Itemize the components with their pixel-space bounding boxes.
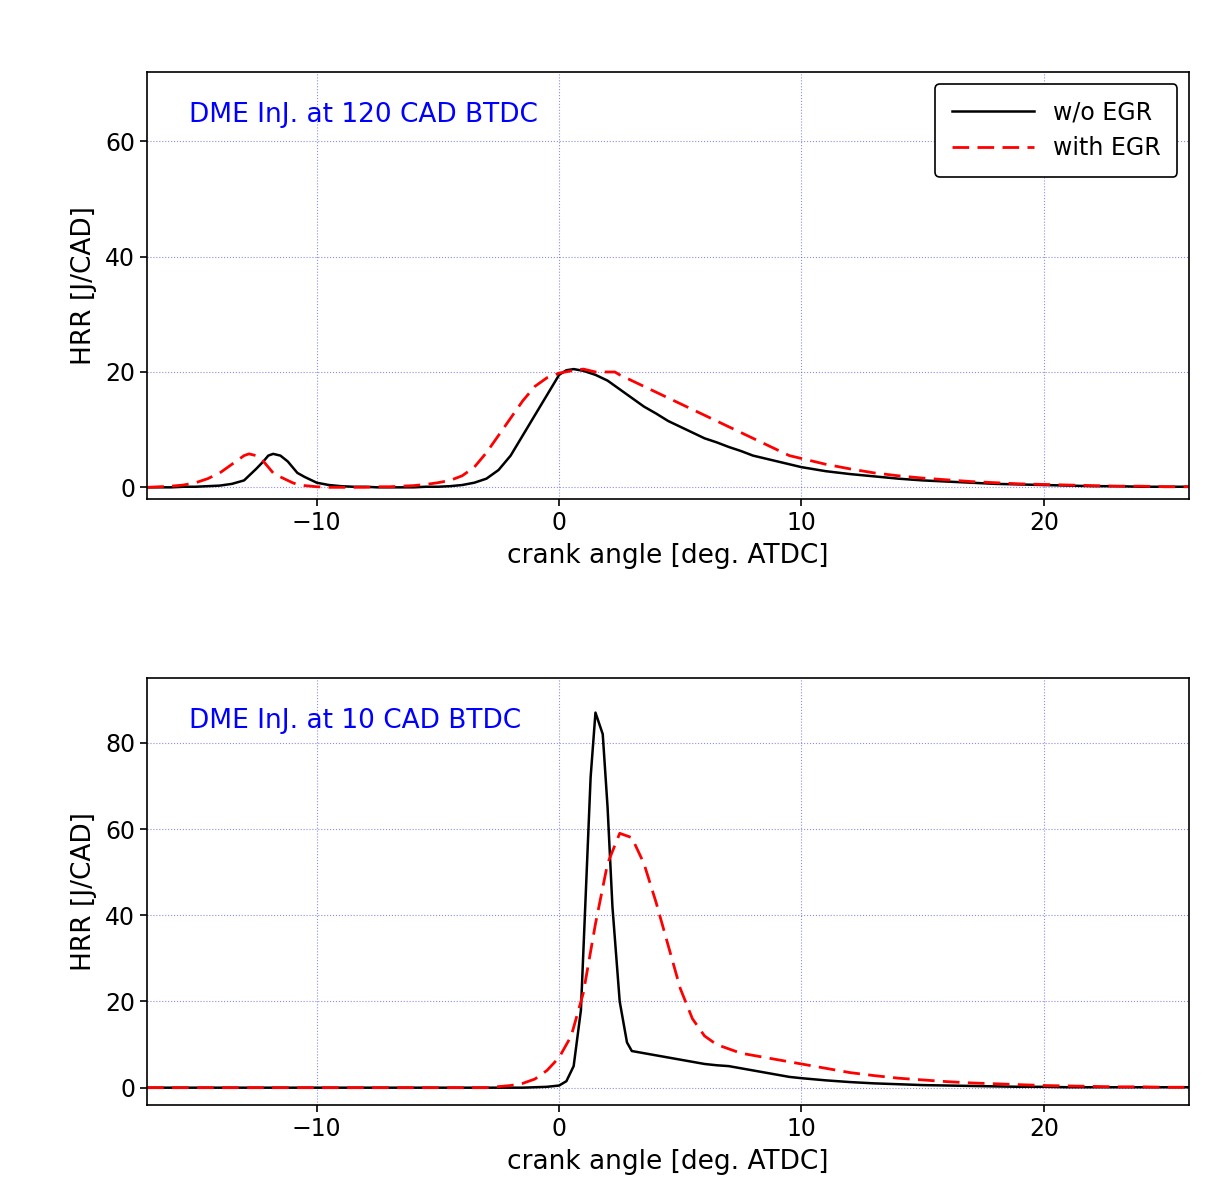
w/o EGR	[515, 1081, 530, 1095]
Line: with EGR: with EGR	[147, 833, 1189, 1088]
with EGR	[891, 1071, 906, 1086]
w/o EGR	[430, 1081, 445, 1095]
w/o EGR	[624, 1044, 639, 1058]
w/o EGR	[140, 1081, 154, 1095]
Line: w/o EGR: w/o EGR	[147, 369, 1189, 488]
w/o EGR	[261, 1081, 276, 1095]
Line: with EGR: with EGR	[147, 369, 1189, 488]
with EGR	[564, 1029, 579, 1044]
w/o EGR	[1182, 479, 1197, 494]
Text: DME InJ. at 10 CAD BTDC: DME InJ. at 10 CAD BTDC	[189, 709, 521, 734]
with EGR	[164, 1081, 179, 1095]
Text: DME InJ. at 120 CAD BTDC: DME InJ. at 120 CAD BTDC	[189, 102, 538, 129]
w/o EGR	[200, 479, 215, 494]
with EGR	[140, 480, 154, 495]
Legend: w/o EGR, with EGR: w/o EGR, with EGR	[935, 84, 1177, 177]
with EGR	[455, 468, 470, 483]
w/o EGR	[588, 705, 603, 719]
Y-axis label: HRR [J/CAD]: HRR [J/CAD]	[71, 812, 97, 970]
w/o EGR	[566, 362, 581, 376]
with EGR	[576, 362, 591, 376]
with EGR	[1182, 479, 1197, 494]
with EGR	[383, 479, 397, 494]
w/o EGR	[370, 480, 385, 495]
w/o EGR	[266, 447, 281, 461]
w/o EGR	[539, 388, 554, 402]
with EGR	[395, 479, 409, 494]
with EGR	[770, 1052, 785, 1066]
Y-axis label: HRR [J/CAD]: HRR [J/CAD]	[71, 207, 97, 365]
w/o EGR	[733, 444, 748, 459]
Line: w/o EGR: w/o EGR	[147, 712, 1189, 1088]
w/o EGR	[710, 1058, 725, 1072]
with EGR	[710, 1038, 725, 1052]
w/o EGR	[1182, 1080, 1197, 1094]
with EGR	[1182, 1080, 1197, 1094]
w/o EGR	[1013, 1080, 1027, 1094]
with EGR	[612, 826, 626, 841]
with EGR	[601, 365, 615, 380]
with EGR	[140, 1081, 154, 1095]
w/o EGR	[140, 480, 154, 495]
w/o EGR	[467, 476, 482, 490]
with EGR	[479, 446, 494, 460]
X-axis label: crank angle [deg. ATDC]: crank angle [deg. ATDC]	[508, 1149, 829, 1175]
with EGR	[745, 1048, 760, 1063]
with EGR	[281, 473, 295, 488]
X-axis label: crank angle [deg. ATDC]: crank angle [deg. ATDC]	[508, 543, 829, 569]
